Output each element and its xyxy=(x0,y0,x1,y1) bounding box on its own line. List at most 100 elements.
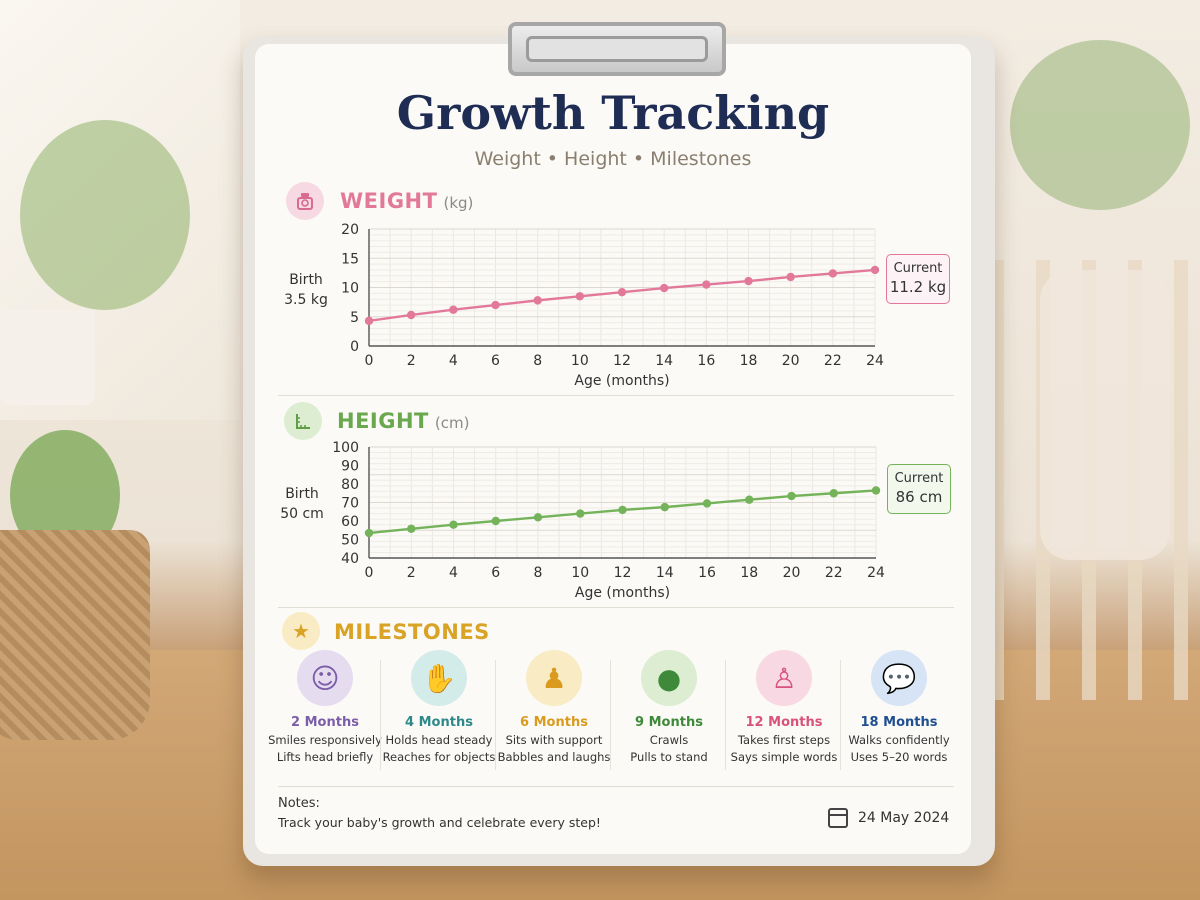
height-y-tick-label: 70 xyxy=(341,496,359,512)
milestone-item: ♙ 12 Months Takes first steps Says simple w… xyxy=(727,650,841,775)
milestone-separator xyxy=(725,660,726,770)
weight-data-point xyxy=(870,265,880,275)
weight-y-tick-label: 20 xyxy=(341,222,359,238)
milestone-line-2: Uses 5–20 words xyxy=(850,750,948,764)
blanket xyxy=(1040,270,1170,560)
milestone-item: ♟ 6 Months Sits with support Babbles and la… xyxy=(497,650,611,775)
weight-y-tick-label: 0 xyxy=(350,339,359,355)
weight-section-title: WEIGHT (kg) xyxy=(340,189,473,213)
weight-y-tick-label: 10 xyxy=(341,281,359,297)
height-current-value: 86 cm xyxy=(895,488,943,506)
milestone-item: ✋ 4 Months Holds head steady Reaches for ob… xyxy=(382,650,496,775)
milestone-age: 9 Months xyxy=(635,715,703,730)
milestone-line-2: Reaches for objects xyxy=(382,750,496,764)
notes-text: Track your baby's growth and celebrate e… xyxy=(278,815,601,830)
weight-unit: (kg) xyxy=(443,194,474,212)
weight-data-point xyxy=(575,292,585,301)
milestone-age: 2 Months xyxy=(291,715,359,730)
height-birth-label-text: Birth xyxy=(285,486,319,502)
divider-weight-height xyxy=(278,395,954,396)
milestone-line-2: Babbles and laughs xyxy=(497,750,611,764)
shelf-plant xyxy=(1010,40,1190,210)
weight-x-tick-label: 0 xyxy=(365,353,374,369)
weight-x-tick-label: 22 xyxy=(824,353,842,369)
date-area: 24 May 2024 xyxy=(828,808,949,828)
milestones-section-title: MILESTONES xyxy=(334,620,490,644)
star-icon: ★ xyxy=(282,612,320,650)
plant-pot xyxy=(0,310,95,405)
height-current-box: Current 86 cm xyxy=(887,464,951,514)
clipboard-clip xyxy=(508,22,726,76)
milestone-separator xyxy=(495,660,496,770)
height-data-point xyxy=(449,520,458,529)
weight-y-tick-label: 5 xyxy=(350,310,359,326)
weight-x-tick-label: 2 xyxy=(407,353,416,369)
height-data-point xyxy=(745,495,754,504)
height-y-tick-label: 40 xyxy=(341,551,359,567)
height-x-tick-label: 20 xyxy=(783,565,801,581)
divider-height-milestones xyxy=(278,607,954,608)
height-x-tick-label: 0 xyxy=(365,565,374,581)
weight-title-text: WEIGHT xyxy=(340,189,438,213)
weight-birth-value: 3.5 kg xyxy=(284,292,328,308)
milestone-line-2: Says simple words xyxy=(730,750,838,764)
milestone-separator xyxy=(380,660,381,770)
height-data-point xyxy=(660,502,669,512)
height-title-text: HEIGHT xyxy=(337,409,429,433)
weight-x-axis-label: Age (months) xyxy=(574,373,669,389)
weight-x-tick-label: 10 xyxy=(571,353,589,369)
height-x-tick-label: 8 xyxy=(534,565,543,581)
milestone-age: 6 Months xyxy=(520,715,588,730)
weight-current-label: Current xyxy=(893,261,943,276)
weight-x-tick-label: 4 xyxy=(449,353,458,369)
height-section-title: HEIGHT (cm) xyxy=(337,409,469,433)
height-x-tick-label: 10 xyxy=(571,565,589,581)
weight-x-tick-label: 18 xyxy=(740,353,758,369)
weight-x-tick-label: 6 xyxy=(491,353,500,369)
height-x-axis-label: Age (months) xyxy=(575,585,670,601)
milestone-line-1: Holds head steady xyxy=(385,733,493,747)
weight-x-tick-label: 14 xyxy=(655,353,673,369)
height-data-point xyxy=(364,528,374,538)
scale-icon xyxy=(286,182,324,220)
weight-x-tick-label: 12 xyxy=(613,353,631,369)
height-x-tick-label: 6 xyxy=(491,565,500,581)
height-data-point xyxy=(576,509,585,518)
height-data-point xyxy=(702,499,712,508)
sitting-baby-icon: ♟ xyxy=(526,650,582,706)
milestone-line-1: Crawls xyxy=(649,733,689,747)
height-x-tick-label: 16 xyxy=(698,565,716,581)
height-birth-label: Birth 50 cm xyxy=(276,484,328,524)
divider-footer xyxy=(278,786,954,787)
milestone-item: 💬 18 Months Walks confidently Uses 5–20 wor… xyxy=(842,650,956,775)
page-subtitle: Weight • Height • Milestones xyxy=(474,148,752,170)
milestone-item: ● 9 Months Crawls Pulls to stand xyxy=(612,650,726,775)
notes-label: Notes: xyxy=(278,796,320,811)
weight-current-value: 11.2 kg xyxy=(889,278,947,296)
baby-face-icon: ☺ xyxy=(297,650,353,706)
height-x-tick-label: 12 xyxy=(614,565,632,581)
milestone-age: 18 Months xyxy=(860,715,938,730)
height-x-tick-label: 4 xyxy=(449,565,458,581)
weight-current-box: Current 11.2 kg xyxy=(886,254,950,304)
milestone-age: 4 Months xyxy=(405,715,473,730)
weight-data-point xyxy=(364,316,374,326)
weight-x-tick-label: 24 xyxy=(866,353,884,369)
walking-baby-icon: ♙ xyxy=(756,650,812,706)
height-y-tick-label: 50 xyxy=(341,533,359,549)
milestone-line-2: Pulls to stand xyxy=(630,750,708,764)
height-x-tick-label: 22 xyxy=(825,565,843,581)
weight-data-point xyxy=(617,287,627,297)
date-text: 24 May 2024 xyxy=(858,810,950,826)
weight-data-point xyxy=(449,305,458,314)
speech-bubble-icon: 💬 xyxy=(871,650,927,706)
height-x-tick-label: 24 xyxy=(867,565,885,581)
paper-sheet xyxy=(255,44,971,854)
weight-birth-label: Birth 3.5 kg xyxy=(278,270,334,310)
height-x-tick-label: 18 xyxy=(740,565,758,581)
weight-birth-label-text: Birth xyxy=(289,272,323,288)
weight-x-tick-label: 8 xyxy=(533,353,542,369)
weight-data-point xyxy=(659,283,669,293)
height-y-tick-label: 80 xyxy=(341,477,359,493)
